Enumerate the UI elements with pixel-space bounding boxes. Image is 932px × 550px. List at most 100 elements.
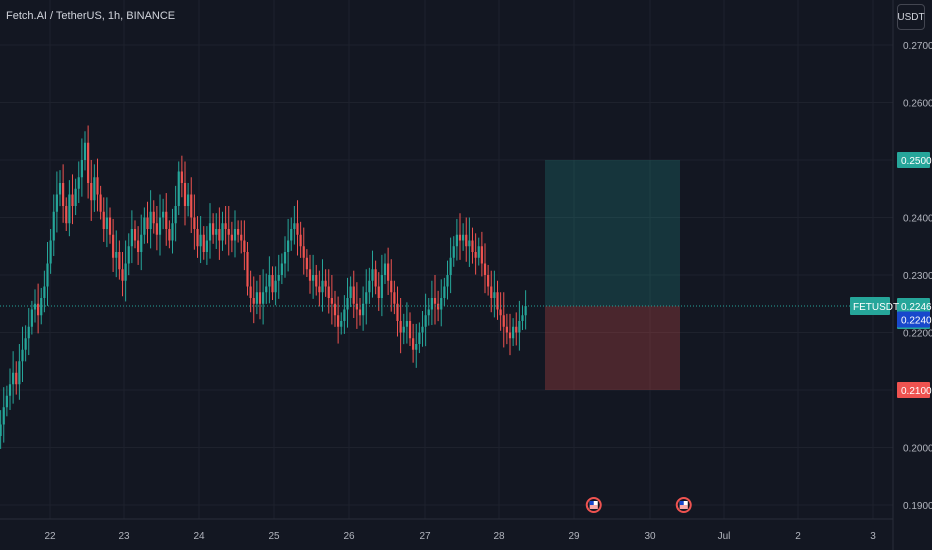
candle-body	[8, 384, 12, 396]
symbol-tag-text: FETUSDT	[853, 302, 899, 313]
candle-body	[221, 223, 224, 241]
candle-body	[99, 194, 102, 212]
candle-body	[455, 234, 458, 247]
price-label-current	[897, 298, 930, 315]
candle-body	[333, 303, 337, 316]
x-tick-label: 29	[568, 531, 580, 542]
candle-body	[240, 234, 243, 241]
candle-body	[505, 326, 508, 333]
candle-body	[237, 229, 240, 235]
candle-body	[399, 321, 402, 333]
candle-body	[127, 246, 130, 264]
candle-body	[124, 263, 127, 281]
candle-body	[480, 246, 483, 264]
candle-body	[440, 298, 443, 310]
candle-body	[130, 229, 133, 247]
candle-body	[199, 234, 202, 247]
candle-body	[424, 315, 427, 327]
candle-body	[280, 263, 283, 275]
candle-body	[393, 292, 396, 304]
candle-body	[224, 223, 227, 229]
x-tick-label: 26	[343, 531, 355, 542]
candle-body	[502, 315, 505, 327]
target-zone[interactable]	[545, 160, 680, 307]
candle-body	[449, 257, 452, 275]
candle-body	[80, 160, 83, 178]
candle-body	[380, 275, 383, 298]
candle-body	[193, 217, 196, 229]
candle-body	[330, 298, 333, 304]
candle-body	[115, 252, 118, 258]
x-tick-label: 30	[644, 531, 656, 542]
candle-body	[352, 286, 355, 304]
candle-body	[90, 183, 93, 201]
candle-body	[180, 171, 183, 183]
candle-body	[255, 292, 258, 304]
candle-body	[62, 183, 65, 206]
candle-body	[108, 217, 112, 235]
candle-body	[318, 286, 321, 293]
candle-body	[437, 303, 440, 310]
candle-body	[290, 229, 293, 241]
price-label-text-current: 0.2246	[901, 302, 932, 313]
x-tick-label: 2	[795, 531, 801, 542]
candle-body	[443, 286, 446, 298]
candle-body	[43, 286, 46, 298]
candle-body	[271, 275, 274, 293]
candle-body	[262, 292, 265, 304]
candle-body	[33, 303, 37, 310]
candle-body	[490, 286, 493, 298]
candle-body	[265, 286, 268, 293]
candle-body	[137, 240, 140, 252]
candle-body	[187, 194, 190, 206]
x-tick-label: 27	[419, 531, 431, 542]
flag-canton	[679, 501, 684, 505]
candle-body	[146, 217, 149, 229]
price-label-text-marker: 0.2240	[901, 316, 932, 327]
candle-body	[308, 269, 312, 281]
candle-body	[5, 395, 8, 408]
candle-body	[202, 234, 205, 252]
candle-body	[315, 275, 318, 287]
stop-zone[interactable]	[545, 306, 680, 390]
price-label-target	[897, 152, 930, 168]
candle-body	[474, 252, 477, 258]
candle-body	[2, 407, 5, 425]
symbol-title[interactable]: Fetch.AI / TetherUS, 1h, BINANCE	[6, 10, 176, 22]
candle-body	[162, 211, 165, 218]
candle-body	[293, 223, 296, 229]
candle-body	[446, 275, 449, 287]
candle-body	[387, 263, 390, 281]
y-tick-label: 0.2200	[903, 329, 932, 340]
candle-body	[196, 229, 199, 247]
candle-body	[274, 280, 277, 293]
candle-body	[140, 234, 143, 252]
candle-body	[462, 234, 465, 241]
candle-body	[402, 326, 405, 333]
x-tick-label: 24	[193, 531, 205, 542]
candle-body	[208, 223, 212, 241]
candle-body	[252, 298, 255, 304]
candle-body	[415, 344, 418, 350]
candle-body	[40, 298, 43, 316]
x-tick-label: 22	[44, 531, 56, 542]
candle-body	[71, 194, 74, 206]
currency-button[interactable]: USDT	[897, 4, 925, 30]
candle-body	[149, 211, 152, 229]
candle-body	[155, 223, 158, 235]
candle-body	[418, 332, 421, 344]
y-tick-label: 0.1900	[903, 501, 932, 512]
candle-body	[152, 211, 155, 224]
candle-body	[412, 338, 415, 350]
candle-body	[465, 234, 468, 247]
candle-body	[183, 183, 187, 206]
candle-body	[452, 246, 455, 258]
candle-body	[365, 292, 368, 304]
candle-body	[368, 280, 371, 293]
candle-body	[105, 217, 108, 229]
candle-body	[190, 194, 193, 218]
candle-body	[377, 286, 380, 298]
candle-body	[52, 211, 55, 241]
